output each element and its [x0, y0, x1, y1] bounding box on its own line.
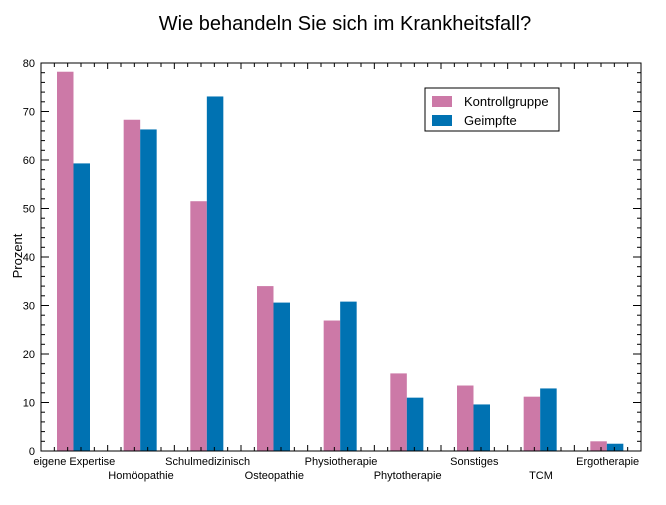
chart-title: Wie behandeln Sie sich im Krankheitsfall… — [159, 13, 531, 35]
bar-geimpfte-sonstiges — [473, 404, 490, 451]
y-tick-label: 0 — [29, 446, 35, 458]
bar-geimpfte-physiotherapie — [340, 301, 357, 451]
y-tick-label: 80 — [23, 58, 35, 70]
legend-label-geimpfte: Geimpfte — [464, 113, 517, 128]
legend: Kontrollgruppe Geimpfte — [424, 87, 560, 132]
bar-kontrollgruppe-eigene-expertise — [57, 71, 74, 451]
x-tick-label-osteopathie: Osteopathie — [245, 470, 304, 482]
bar-geimpfte-ergotherapie — [606, 443, 624, 451]
bar-geimpfte-schulmedizinisch — [206, 96, 224, 451]
bar-kontrollgruppe-physiotherapie — [323, 320, 341, 451]
bar-kontrollgruppe-phytotherapie — [390, 373, 407, 451]
y-tick-label: 20 — [23, 349, 35, 361]
y-tick-label: 40 — [23, 252, 35, 264]
bar-geimpfte-homoeopathie — [140, 129, 157, 451]
x-tick-label-eigene-expertise: eigene Expertise — [33, 456, 115, 468]
bar-geimpfte-osteopathie — [273, 302, 290, 451]
bar-kontrollgruppe-tcm — [523, 396, 541, 451]
legend-swatch-kontrollgruppe — [432, 96, 452, 107]
axis-ticks — [40, 62, 642, 452]
x-tick-label-homoeopathie: Homöopathie — [108, 470, 173, 482]
legend-label-kontrollgruppe: Kontrollgruppe — [464, 94, 549, 109]
legend-swatch-geimpfte — [432, 115, 452, 126]
x-tick-labels: eigene Expertise Homöopathie Schulmedizini… — [33, 456, 639, 482]
y-tick-label: 70 — [23, 107, 35, 119]
x-tick-label-sonstiges: Sonstiges — [450, 456, 499, 468]
bar-kontrollgruppe-sonstiges — [457, 385, 474, 451]
x-tick-label-tcm: TCM — [529, 470, 553, 482]
bars-group — [57, 71, 624, 451]
bar-geimpfte-phytotherapie — [406, 397, 424, 451]
bar-geimpfte-eigene-expertise — [73, 163, 90, 451]
bar-geimpfte-tcm — [540, 388, 557, 451]
bar-kontrollgruppe-osteopathie — [257, 286, 274, 451]
y-tick-label: 30 — [23, 301, 35, 313]
x-tick-label-phytotherapie: Phytotherapie — [374, 470, 442, 482]
bar-kontrollgruppe-ergotherapie — [590, 441, 607, 451]
x-tick-label-physiotherapie: Physiotherapie — [305, 456, 378, 468]
bar-kontrollgruppe-homoeopathie — [123, 119, 141, 451]
bar-kontrollgruppe-schulmedizinisch — [190, 201, 207, 451]
y-tick-label: 10 — [23, 398, 35, 410]
y-axis-label: Prozent — [10, 233, 25, 278]
x-tick-label-schulmedizinisch: Schulmedizinisch — [165, 456, 250, 468]
x-tick-label-ergotherapie: Ergotherapie — [576, 456, 639, 468]
y-tick-label: 60 — [23, 155, 35, 167]
y-tick-labels: 0 10 20 30 40 50 60 70 80 — [23, 58, 35, 458]
y-tick-label: 50 — [23, 204, 35, 216]
